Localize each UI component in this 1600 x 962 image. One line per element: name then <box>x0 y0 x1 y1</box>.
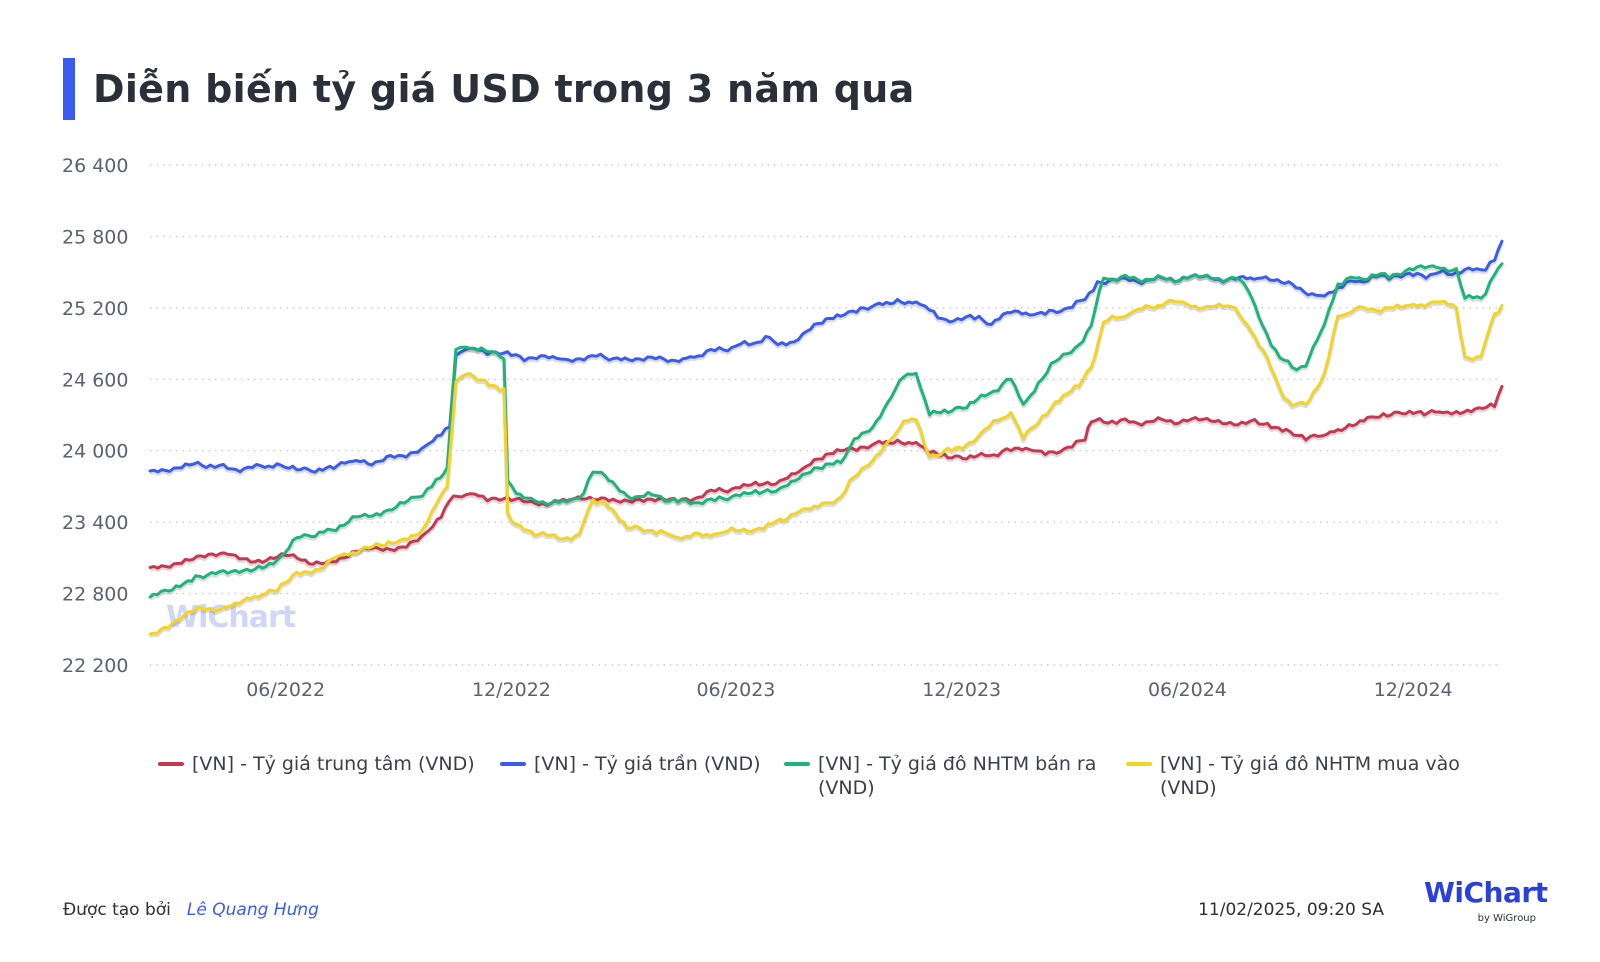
x-tick-label: 12/2022 <box>472 679 551 701</box>
legend-item-central[interactable]: [VN] - Tỷ giá trung tâm (VND) <box>158 752 482 800</box>
y-tick-label: 24 000 <box>62 441 128 463</box>
series-line-central[interactable] <box>148 384 1504 570</box>
legend-item-bank-sell[interactable]: [VN] - Tỷ giá đô NHTM bán ra (VND) <box>784 752 1108 800</box>
legend-swatch-ceiling <box>500 762 526 766</box>
x-axis-ticks: 06/2022 12/2022 06/2023 12/2023 06/2024 12/20… <box>246 679 1452 701</box>
footer-credit: Được tạo bởi Lê Quang Hưng <box>63 900 319 920</box>
legend-item-bank-buy[interactable]: [VN] - Tỷ giá đô NHTM mua vào (VND) <box>1126 752 1470 800</box>
y-axis-ticks: 22 200 22 800 23 400 24 000 24 600 25 200 25 8… <box>62 155 128 677</box>
legend-swatch-central <box>158 762 184 766</box>
x-tick-label: 06/2022 <box>246 679 325 701</box>
chart-title-block: Diễn biến tỷ giá USD trong 3 năm qua <box>63 58 915 120</box>
series-shadow-central <box>149 387 1504 573</box>
y-tick-label: 22 800 <box>62 584 128 606</box>
created-by-label: Được tạo bởi <box>63 900 171 920</box>
brand-sub: by WiGroup <box>1477 913 1536 924</box>
y-tick-label: 24 600 <box>62 369 128 391</box>
legend-swatch-bank-buy <box>1126 762 1152 766</box>
brand-name: WiChart <box>1424 876 1548 909</box>
series-line-bank_buy[interactable] <box>148 298 1504 636</box>
legend-label-bank-buy: [VN] - Tỷ giá đô NHTM mua vào (VND) <box>1160 753 1460 799</box>
series-line-ceiling[interactable] <box>148 239 1504 474</box>
chart-legend: [VN] - Tỷ giá trung tâm (VND) [VN] - Tỷ … <box>158 752 1488 800</box>
x-tick-label: 12/2023 <box>922 679 1001 701</box>
author-link[interactable]: Lê Quang Hưng <box>186 900 319 920</box>
series-shadow-bank_sell <box>148 264 1504 601</box>
legend-item-ceiling[interactable]: [VN] - Tỷ giá trần (VND) <box>500 752 766 800</box>
legend-swatch-bank-sell <box>784 762 810 766</box>
x-tick-label: 06/2023 <box>696 679 775 701</box>
legend-label-bank-sell: [VN] - Tỷ giá đô NHTM bán ra (VND) <box>818 753 1097 799</box>
grid-lines <box>150 164 1502 666</box>
page-title: Diễn biến tỷ giá USD trong 3 năm qua <box>93 67 915 111</box>
y-tick-label: 25 800 <box>62 226 128 248</box>
legend-label-ceiling: [VN] - Tỷ giá trần (VND) <box>534 753 761 775</box>
legend-label-central: [VN] - Tỷ giá trung tâm (VND) <box>192 753 475 775</box>
title-accent-bar <box>63 58 75 120</box>
footer-timestamp: 11/02/2025, 09:20 SA <box>1198 900 1384 920</box>
x-tick-label: 12/2024 <box>1374 679 1453 701</box>
series-lines <box>148 239 1504 638</box>
y-tick-label: 22 200 <box>62 655 128 677</box>
wichart-logo[interactable]: WiChart by WiGroup <box>1424 876 1548 928</box>
x-tick-label: 06/2024 <box>1148 679 1227 701</box>
y-tick-label: 26 400 <box>62 155 128 177</box>
series-line-bank_sell[interactable] <box>148 262 1504 599</box>
y-tick-label: 25 200 <box>62 298 128 320</box>
y-tick-label: 23 400 <box>62 512 128 534</box>
